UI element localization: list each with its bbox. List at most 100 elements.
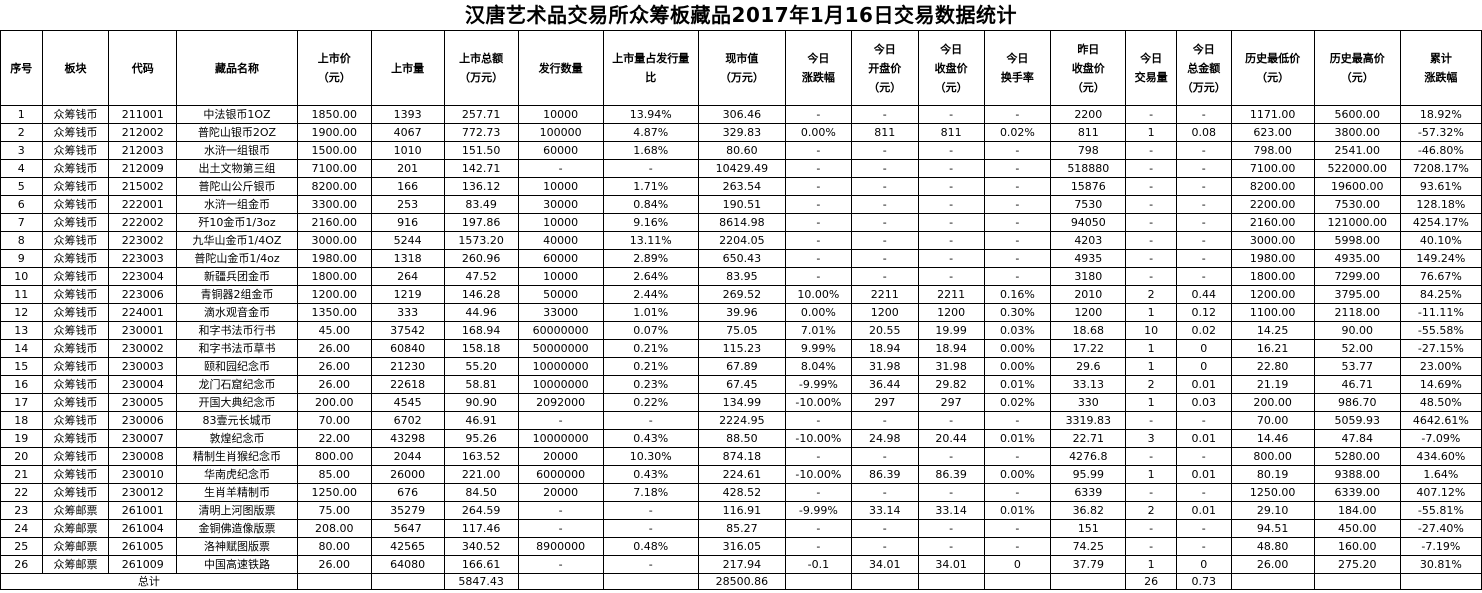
total-cell-change — [784, 573, 852, 590]
table-cell: 44.96 — [443, 303, 519, 322]
table-cell: 230012 — [108, 483, 178, 502]
table-cell: -10.00% — [784, 393, 852, 412]
table-cell: 33.14 — [917, 501, 985, 520]
table-cell: 184.00 — [1313, 501, 1401, 520]
table-cell: 772.73 — [443, 123, 519, 142]
table-cell: - — [1175, 411, 1232, 430]
table-cell: - — [784, 411, 852, 430]
table-cell: 84.25% — [1399, 285, 1482, 304]
table-cell: 0.01% — [983, 429, 1052, 448]
column-header-line: 涨跌幅 — [801, 71, 835, 84]
table-cell: - — [602, 519, 699, 538]
table-cell: - — [784, 213, 852, 232]
table-cell: 水浒一组金币 — [176, 195, 298, 214]
column-header: 历史最低价 （元） — [1230, 30, 1315, 106]
column-header-line: 现市值 — [725, 52, 759, 65]
table-cell: 4935.00 — [1313, 249, 1401, 268]
column-header-line: 序号 — [10, 61, 33, 75]
table-cell: 1.01% — [602, 303, 699, 322]
table-cell: - — [1125, 231, 1177, 250]
table-cell: 普陀山金币1/4oz — [176, 249, 298, 268]
total-cell-low — [1230, 573, 1315, 590]
table-cell: 0.02% — [983, 123, 1052, 142]
table-cell: 95.26 — [443, 429, 519, 448]
column-header: 代码 — [108, 30, 178, 106]
column-header-line: 今日 — [1006, 52, 1029, 65]
table-cell: 10.00% — [784, 285, 852, 304]
table-cell: 1800.00 — [1230, 267, 1315, 286]
table-cell: 1.68% — [602, 141, 699, 160]
table-cell: 151.50 — [443, 141, 519, 160]
table-cell: 100000 — [517, 123, 604, 142]
table-cell: 10000000 — [517, 357, 604, 376]
column-header: 今日 交易量 — [1125, 30, 1177, 106]
table-cell: 340.52 — [443, 537, 519, 556]
table-cell: 0.30% — [983, 303, 1052, 322]
table-cell: 1900.00 — [296, 123, 372, 142]
table-cell: 33000 — [517, 303, 604, 322]
table-cell: -46.80% — [1399, 141, 1482, 160]
table-cell: 3800.00 — [1313, 123, 1401, 142]
table-cell: 10000 — [517, 105, 604, 124]
table-cell: - — [1175, 177, 1232, 196]
table-cell: 众筹钱币 — [41, 465, 110, 484]
total-cell-issue-qty — [517, 573, 604, 590]
table-cell: 精制生肖猴纪念币 — [176, 447, 298, 466]
table-cell: 200.00 — [296, 393, 372, 412]
table-cell: 歼10金币1/3oz — [176, 213, 298, 232]
table-cell: 20000 — [517, 483, 604, 502]
table-cell: 94.51 — [1230, 519, 1315, 538]
table-cell: 2 — [1125, 285, 1177, 304]
table-cell: 0.23% — [602, 375, 699, 394]
column-header-line: 昨日 — [1077, 42, 1100, 56]
table-cell: 30.81% — [1399, 555, 1482, 574]
table-cell: 46.71 — [1313, 375, 1401, 394]
table-cell: 798 — [1050, 141, 1127, 160]
table-cell: 0.00% — [784, 303, 852, 322]
table-cell: 2.44% — [602, 285, 699, 304]
column-header-line: 上市量 — [391, 61, 425, 75]
table-cell: 众筹钱币 — [41, 177, 110, 196]
table-cell: 230005 — [108, 393, 178, 412]
table-cell: 88.50 — [697, 429, 786, 448]
column-header-line: 上市总额 — [459, 52, 504, 65]
table-body: 1 众筹钱币 211001 中法银币1OZ 1850.00 1393 257.71 10000… — [0, 105, 1482, 574]
table-cell: 269.52 — [697, 285, 786, 304]
table-cell: 6 — [0, 195, 43, 214]
table-cell: 45.00 — [296, 321, 372, 340]
table-cell: - — [602, 159, 699, 178]
table-cell: - — [1125, 537, 1177, 556]
total-cell-cum-change — [1399, 573, 1482, 590]
table-cell: 275.20 — [1313, 555, 1401, 574]
table-cell: 1219 — [370, 285, 445, 304]
table-cell: 出土文物第三组 — [176, 159, 298, 178]
table-cell: 2211 — [850, 285, 919, 304]
table-cell: 龙门石窟纪念币 — [176, 375, 298, 394]
table-cell: - — [1175, 213, 1232, 232]
table-cell: - — [784, 519, 852, 538]
table-cell: 26.00 — [296, 339, 372, 358]
total-cell-listing-volume — [370, 573, 445, 590]
table-cell: 163.52 — [443, 447, 519, 466]
table-cell: - — [784, 105, 852, 124]
table-row: 22 众筹钱币 230012 生肖羊精制币 1250.00 676 84.50 20000 7.… — [0, 483, 1482, 502]
table-cell: 80.60 — [697, 141, 786, 160]
total-cell-high — [1313, 573, 1401, 590]
table-cell: 23 — [0, 501, 43, 520]
table-cell: 0.44 — [1175, 285, 1232, 304]
table-cell: 23.00% — [1399, 357, 1482, 376]
data-table: 序号 板块 代码 藏品名称 上市价 （元） 上市量 上市总额 （万元） 发行数量 上市量占发行量比现… — [0, 30, 1482, 590]
table-cell: - — [1125, 447, 1177, 466]
table-cell: 986.70 — [1313, 393, 1401, 412]
table-cell: 916 — [370, 213, 445, 232]
table-cell: 223006 — [108, 285, 178, 304]
table-cell: 37.79 — [1050, 555, 1127, 574]
table-row: 14 众筹钱币 230002 和字书法币草书 26.00 60840 158.18 50000… — [0, 339, 1482, 358]
column-header-line: （万元） — [1181, 80, 1226, 94]
table-cell: 0.22% — [602, 393, 699, 412]
table-cell: - — [850, 231, 919, 250]
table-cell: 21 — [0, 465, 43, 484]
table-cell: 42565 — [370, 537, 445, 556]
column-header-line: 涨跌幅 — [1424, 71, 1458, 84]
table-cell: - — [784, 537, 852, 556]
